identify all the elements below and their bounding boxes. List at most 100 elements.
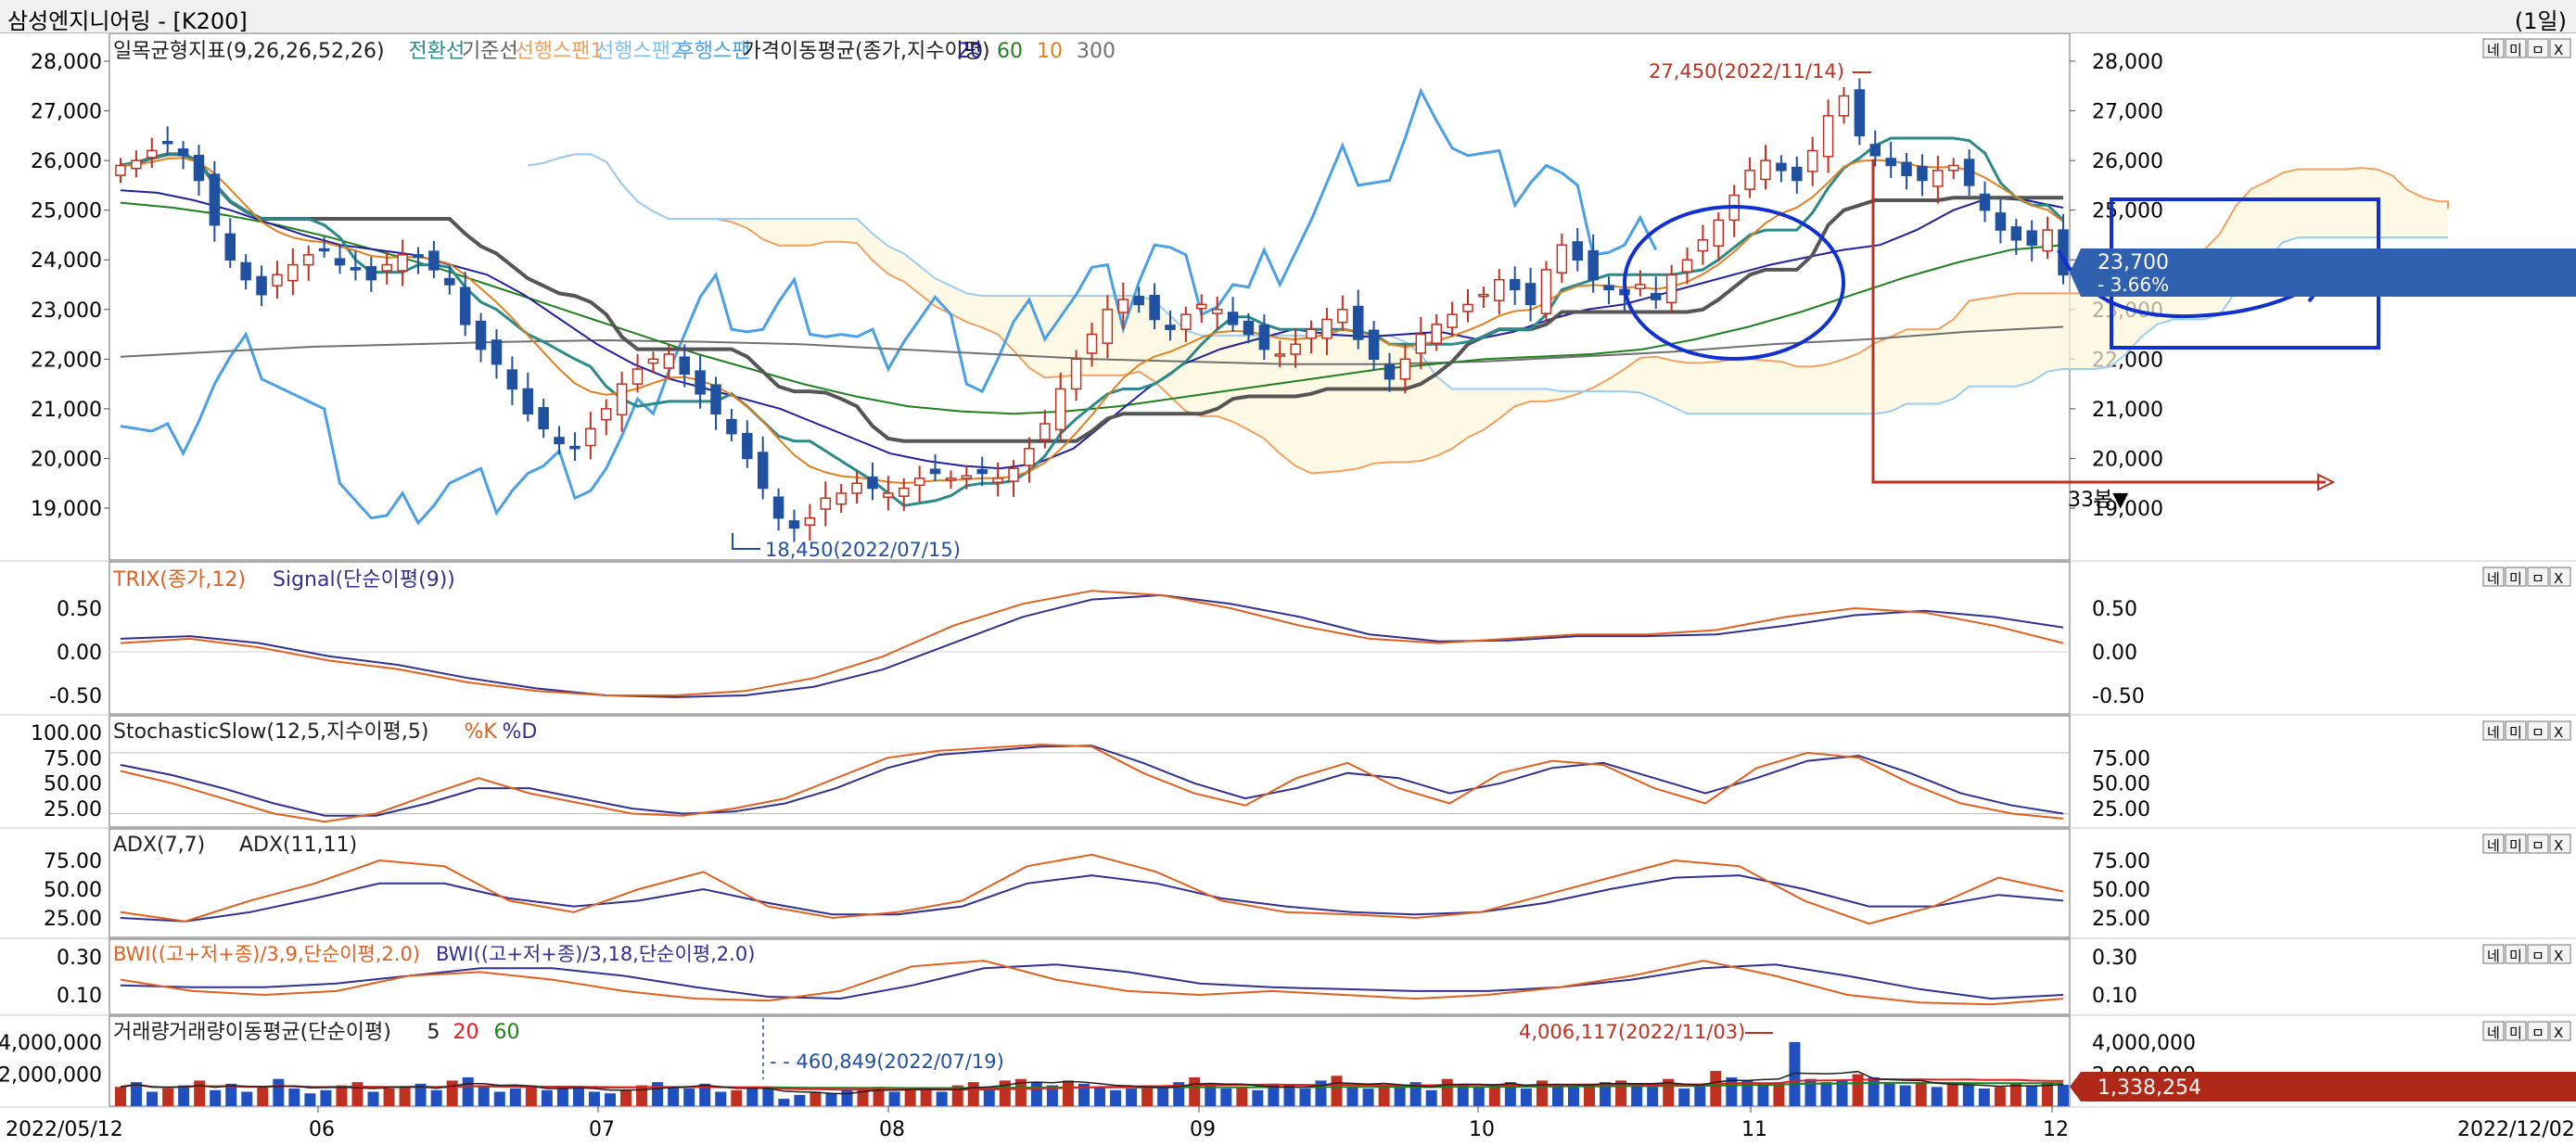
vol-panel-button-3[interactable] (2549, 1021, 2571, 1041)
bwi-panel-button-1[interactable] (2505, 944, 2527, 964)
trix-panel-button-0[interactable] (2482, 567, 2505, 587)
trix-panel-button-3[interactable] (2549, 567, 2571, 587)
current-price-tag (2070, 248, 2576, 297)
volume-high-annotation: 4,006,117(2022/11/03) (1519, 1021, 1745, 1043)
stoch-panel-button-0[interactable] (2482, 720, 2505, 741)
volume-bar (810, 1091, 822, 1106)
period-label: (1일) (2514, 8, 2567, 34)
vol-panel-button-2[interactable] (2527, 1021, 2549, 1041)
volume-bar (446, 1080, 458, 1106)
adx-panel-button-label: 미 (2509, 837, 2522, 854)
candle-body (820, 497, 832, 510)
adx-7-line (120, 853, 2064, 925)
candle-body (1494, 278, 1505, 301)
price-y-tick-right: 20,000 (2092, 448, 2163, 471)
volume-bar (257, 1087, 269, 1106)
trix-panel-frame (108, 561, 2071, 715)
price-legend-item: 전환선 (409, 40, 465, 63)
volume-bar (778, 1099, 790, 1106)
candle-body (381, 263, 392, 272)
trix-panel-button-2[interactable] (2527, 567, 2549, 587)
candle-body (851, 482, 862, 494)
price-y-tick-left: 19,000 (31, 498, 102, 521)
volume-bar (1883, 1083, 1895, 1106)
candle-body (1274, 353, 1285, 357)
stoch-legend-item: %D (503, 720, 538, 744)
candle-body (899, 487, 910, 497)
x-month-label: 10 (1469, 1118, 1495, 1141)
candle-body (1744, 170, 1755, 190)
volume-bar (683, 1089, 695, 1106)
price-panel-button-label: X (2554, 42, 2563, 58)
candle-body (1117, 299, 1129, 313)
candle-body (1149, 295, 1160, 321)
candle-body (1415, 333, 1427, 354)
candle-body (601, 408, 612, 421)
trix-legend-item: Signal(단순이평(9)) (273, 568, 455, 592)
candle-body (1133, 296, 1144, 306)
stoch-k-line (120, 744, 2064, 823)
volume-y-tick-right: 4,000,000 (2092, 1032, 2196, 1055)
volume-bar (731, 1089, 743, 1106)
leading-span-2-line (528, 153, 2448, 415)
candle-body (177, 148, 189, 157)
price-panel-button-0[interactable] (2482, 38, 2505, 58)
candle-body (1008, 467, 1019, 482)
stoch-y-tick-right: 50.00 (2092, 773, 2150, 796)
bwi-y-tick-right: 0.30 (2092, 947, 2137, 970)
x-month-label: 08 (879, 1118, 905, 1141)
candle-body (883, 492, 894, 498)
volume-bar (1078, 1083, 1090, 1106)
volume-bar (699, 1083, 711, 1106)
adx-panel-button-2[interactable] (2527, 834, 2549, 854)
price-panel-button-1[interactable] (2505, 38, 2527, 58)
price-panel-button-3[interactable] (2549, 38, 2571, 58)
volume-bar (336, 1085, 348, 1106)
price-legend-item: 60 (997, 40, 1023, 63)
bwi-panel-button-label: X (2554, 948, 2563, 964)
volume-bar (794, 1094, 806, 1106)
adx-panel-button-3[interactable] (2549, 834, 2571, 854)
vol-panel-button-1[interactable] (2505, 1021, 2527, 1041)
bwi-panel-button-2[interactable] (2527, 944, 2549, 964)
candle-body (1524, 283, 1537, 306)
volume-bar (541, 1089, 553, 1106)
volume-bar (1014, 1078, 1027, 1106)
stoch-panel-button-3[interactable] (2549, 720, 2571, 741)
vol-panel-button-0[interactable] (2482, 1021, 2505, 1041)
stoch-y-tick-left: 25.00 (44, 798, 102, 821)
price-legend-item: 가격이동평균(종가,지수이평) (743, 40, 990, 63)
trix-panel-button-label: X (2554, 570, 2563, 587)
volume-bar (652, 1082, 664, 1106)
stock-chart[interactable]: 네 미 ㅁ X네 미 ㅁ X네 미 ㅁ X네 미 ㅁ X네 미 ㅁ X네 미 ㅁ X06 07 08 09 10 11 1220… (0, 33, 2576, 1146)
trix-panel-button-label: 미 (2509, 570, 2522, 587)
volume-bar (1804, 1078, 1817, 1106)
volume-bar (1946, 1083, 1958, 1106)
candle-body (913, 478, 925, 487)
volume-bar (1678, 1089, 1690, 1106)
price-y-tick-right: 26,000 (2092, 150, 2163, 173)
candle-body (631, 368, 644, 385)
candle-body (131, 159, 142, 170)
candle-body (1854, 89, 1866, 137)
trix-y-tick-left: 0.50 (57, 598, 102, 621)
volume-bar (857, 1089, 869, 1106)
x-month-label: 09 (1190, 1118, 1216, 1141)
adx-panel-button-1[interactable] (2505, 834, 2527, 854)
price-panel-button-2[interactable] (2527, 38, 2549, 58)
stoch-legend-item: %K (465, 720, 498, 744)
stoch-panel-button-2[interactable] (2527, 720, 2549, 741)
volume-bar (1346, 1087, 1358, 1106)
stoch-panel-button-1[interactable] (2505, 720, 2527, 741)
bwi-panel-button-3[interactable] (2549, 944, 2571, 964)
trix-panel-button-1[interactable] (2505, 567, 2527, 587)
adx-panel-button-0[interactable] (2482, 834, 2505, 854)
candle-body (240, 261, 251, 281)
trix-y-tick-right: 0.00 (2092, 642, 2137, 665)
bwi-panel-button-0[interactable] (2482, 944, 2505, 964)
bar-count-label: 33봉▼ (2068, 489, 2128, 512)
volume-legend-item: 60 (494, 1021, 520, 1044)
volume-bar (1836, 1080, 1848, 1106)
volume-bar (462, 1076, 474, 1106)
